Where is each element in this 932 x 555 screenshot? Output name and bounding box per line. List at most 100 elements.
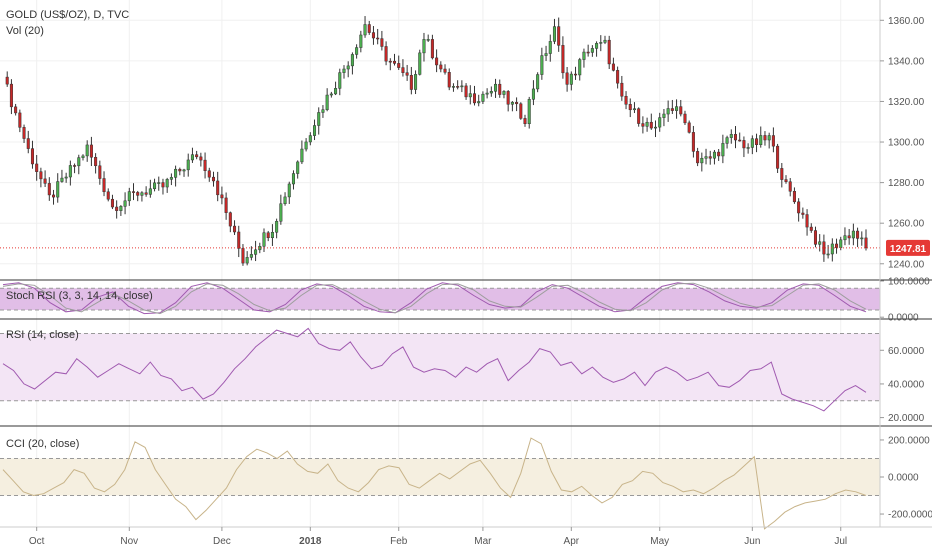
x-tick-label: Nov — [120, 536, 138, 547]
candle-body — [254, 249, 258, 255]
candle-body — [233, 225, 237, 233]
candle-body — [203, 159, 207, 171]
candle-body — [468, 93, 472, 98]
candle-body — [161, 182, 165, 188]
last-price-tag-text: 1247.81 — [890, 244, 927, 255]
candle-body — [565, 72, 569, 85]
candle-body — [102, 178, 106, 193]
candle-body — [691, 132, 695, 152]
candle-body — [304, 141, 308, 150]
candle-body — [77, 157, 81, 167]
candle-body — [52, 194, 56, 198]
candle-body — [115, 206, 119, 211]
indicator-band — [0, 458, 880, 496]
candle-body — [266, 232, 270, 239]
candle-body — [805, 214, 809, 228]
y-tick-label: -200.0000 — [888, 510, 932, 521]
candle-body — [679, 106, 683, 115]
candle-body — [443, 68, 447, 73]
candle-body — [207, 170, 211, 178]
candle-body — [216, 180, 220, 196]
candle-body — [641, 123, 645, 127]
candle-body — [595, 43, 599, 49]
axis-labels: 1360.00 1340.00 1320.00 1300.00 1280.00 1260.… — [29, 16, 932, 547]
candle-body — [182, 169, 186, 172]
candle-body — [548, 41, 552, 54]
candle-body — [536, 74, 540, 90]
candle-body — [131, 191, 136, 193]
candle-body — [18, 112, 22, 128]
candle-body — [371, 32, 375, 39]
candle-body — [616, 70, 620, 84]
candle-body — [35, 163, 39, 172]
candle-body — [839, 239, 843, 248]
candle-series — [0, 16, 880, 266]
candle-body — [510, 102, 514, 105]
x-tick-label: Jul — [834, 536, 847, 547]
candle-body — [494, 83, 498, 92]
candle-body — [523, 118, 527, 125]
candle-body — [763, 135, 767, 141]
last-price-tag-bg — [886, 239, 930, 256]
candle-body — [98, 165, 102, 179]
candle-body — [733, 134, 738, 141]
candle-body — [355, 47, 359, 55]
candle-body — [742, 140, 746, 149]
candle-body — [359, 34, 363, 48]
y-tick-label: 20.0000 — [888, 413, 925, 424]
candle-body — [599, 42, 603, 44]
candle-body — [776, 145, 780, 169]
x-tick-label: Oct — [29, 536, 45, 547]
candle-body — [662, 113, 666, 118]
candle-body — [199, 156, 203, 161]
y-tick-label: 60.0000 — [888, 346, 925, 357]
volume-label: Vol (20) — [6, 25, 44, 37]
candle-body — [338, 72, 342, 89]
candle-body — [582, 51, 586, 60]
candle-body — [797, 201, 801, 214]
candle-body — [851, 230, 855, 239]
candle-body — [540, 55, 544, 75]
candle-body — [632, 108, 636, 111]
candle-body — [738, 139, 742, 142]
candle-body — [144, 192, 148, 195]
candle-body — [620, 82, 624, 97]
candle-body — [136, 192, 140, 196]
rsi-title: RSI (14, close) — [6, 329, 79, 341]
candle-body — [860, 237, 864, 240]
candle-body — [515, 102, 519, 105]
candle-body — [174, 168, 178, 178]
candle-body — [296, 161, 300, 174]
y-tick-label: 100.0000 — [888, 277, 930, 288]
candle-body — [603, 39, 607, 43]
candle-body — [283, 196, 287, 204]
candle-body — [397, 63, 401, 68]
candle-body — [658, 117, 662, 128]
candle-body — [809, 226, 813, 231]
grid-lines — [0, 0, 880, 527]
candle-body — [767, 135, 771, 141]
last-price-tag: 1247.81 — [886, 239, 930, 256]
candle-body — [847, 235, 851, 239]
candle-body — [569, 73, 573, 85]
indicator-band — [0, 333, 880, 401]
candle-body — [637, 108, 641, 124]
candle-body — [291, 173, 295, 185]
indicator-band — [0, 288, 880, 310]
y-tick-label: 1360.00 — [888, 16, 925, 27]
candle-body — [110, 198, 114, 208]
candle-body — [414, 74, 418, 90]
candle-body — [287, 183, 291, 198]
candle-body — [788, 181, 792, 192]
candle-body — [456, 86, 460, 88]
candle-body — [696, 151, 700, 164]
candle-body — [140, 192, 144, 196]
candle-body — [47, 183, 51, 196]
candle-body — [759, 135, 763, 145]
candle-body — [675, 106, 679, 111]
indicator-line — [2, 437, 867, 530]
candle-body — [127, 191, 131, 202]
candle-body — [73, 165, 77, 167]
candle-body — [220, 194, 224, 199]
